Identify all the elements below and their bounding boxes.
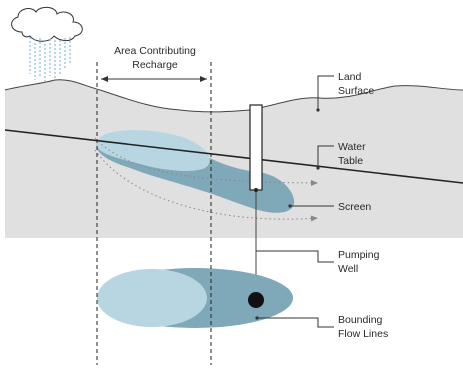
leader-land-surface-dot xyxy=(316,108,320,112)
label-land-line2: Surface xyxy=(338,85,374,97)
plan-view-capture-light xyxy=(97,269,207,327)
leader-bounding-dot xyxy=(255,316,259,320)
label-area-line2: Recharge xyxy=(132,59,178,71)
well-screen-point xyxy=(254,188,258,192)
leader-bounding-lines xyxy=(257,317,334,328)
water-table-line xyxy=(4,129,463,184)
label-land-line1: Land xyxy=(338,71,362,83)
well-plan-view xyxy=(248,292,264,308)
label-water-line2: Table xyxy=(338,155,363,167)
label-bounding-line1: Bounding xyxy=(338,314,383,326)
flow-line-upper xyxy=(94,137,319,186)
pumping-well-casing xyxy=(249,104,263,191)
label-pumping-line2: Well xyxy=(338,263,358,275)
leader-pumping-well xyxy=(256,250,334,263)
flow-line-lower xyxy=(94,149,319,222)
rain-cloud-icon xyxy=(11,6,83,82)
leader-screen-dot xyxy=(288,204,292,208)
label-water-line1: Water xyxy=(338,141,366,153)
leader-water-table xyxy=(317,145,334,168)
capture-zone-light xyxy=(96,130,210,171)
label-bounding-line2: Flow Lines xyxy=(338,328,388,340)
leader-land-surface xyxy=(317,75,334,110)
leader-water-table-dot xyxy=(316,166,320,170)
label-pumping-line1: Pumping xyxy=(338,249,380,261)
label-screen: Screen xyxy=(338,201,371,213)
ground-cross-section xyxy=(5,79,463,238)
label-area-line1: Area Contributing xyxy=(114,45,196,57)
land-surface-line xyxy=(4,79,463,113)
